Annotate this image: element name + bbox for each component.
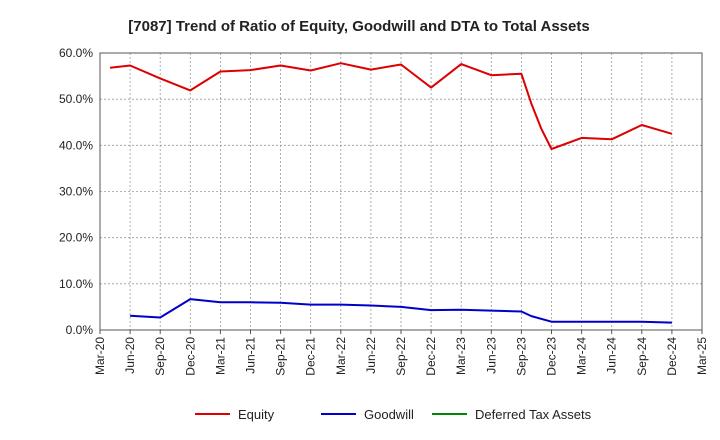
- x-tick-label: Mar-23: [454, 337, 468, 375]
- legend-label-goodwill: Goodwill: [364, 407, 414, 422]
- y-tick-label: 60.0%: [59, 46, 93, 60]
- x-tick-label: Jun-24: [605, 337, 619, 374]
- x-tick-label: Sep-20: [153, 337, 167, 376]
- x-tick-label: Mar-24: [575, 337, 589, 375]
- series-layer: [109, 62, 673, 324]
- x-tick-label: Dec-22: [424, 337, 438, 376]
- x-tick-label: Dec-24: [665, 337, 679, 376]
- x-tick-label: Sep-24: [635, 337, 649, 376]
- x-tick-label: Jun-23: [484, 337, 498, 374]
- x-tick-label: Sep-21: [274, 337, 288, 376]
- legend-label-equity: Equity: [238, 407, 275, 422]
- y-tick-label: 30.0%: [59, 185, 93, 199]
- y-tick-label: 20.0%: [59, 231, 93, 245]
- x-tick-label: Jun-20: [123, 337, 137, 374]
- legend-label-deferred-tax-assets: Deferred Tax Assets: [475, 407, 592, 422]
- y-tick-label: 10.0%: [59, 277, 93, 291]
- x-axis: Mar-20 Jun-20 Sep-20 Dec-20 Mar-21 Jun-21 Sep-…: [93, 330, 709, 376]
- x-tick-label: Mar-21: [213, 337, 227, 375]
- x-tick-label: Sep-23: [514, 337, 528, 376]
- x-tick-label: Dec-20: [183, 337, 197, 376]
- grid: [99, 52, 703, 331]
- x-tick-label: Jun-22: [364, 337, 378, 374]
- x-tick-label: Mar-25: [695, 337, 709, 375]
- x-tick-label: Mar-22: [334, 337, 348, 375]
- series-line-goodwill: [130, 298, 672, 324]
- x-tick-label: Mar-20: [93, 337, 107, 375]
- y-tick-label: 0.0%: [66, 323, 94, 337]
- x-tick-label: Dec-21: [304, 337, 318, 376]
- y-axis: 0.0% 10.0% 20.0% 30.0% 40.0% 50.0% 60.0%: [59, 46, 93, 337]
- series-line-equity: [109, 62, 673, 150]
- y-tick-label: 40.0%: [59, 138, 93, 152]
- x-tick-label: Sep-22: [394, 337, 408, 376]
- legend: Equity Goodwill Deferred Tax Assets: [195, 407, 592, 422]
- x-tick-label: Dec-23: [545, 337, 559, 376]
- chart-title: [7087] Trend of Ratio of Equity, Goodwil…: [128, 18, 589, 35]
- x-tick-label: Jun-21: [244, 337, 258, 374]
- y-tick-label: 50.0%: [59, 92, 93, 106]
